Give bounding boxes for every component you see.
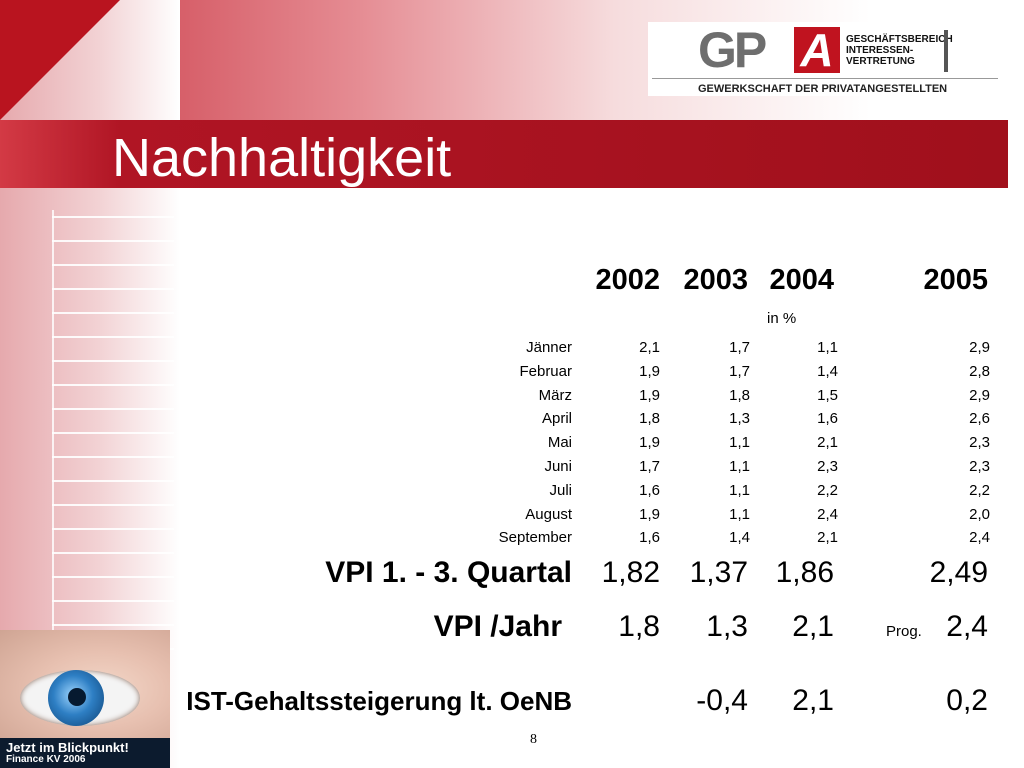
table-cell: 2,3 [817, 458, 838, 475]
month-label: Mai [547, 434, 572, 452]
logo-division-text: GESCHÄFTSBEREICH INTERESSEN- VERTRETUNG [846, 34, 953, 67]
table-cell: 2,3 [969, 434, 990, 452]
table-cell: 2,3 [969, 458, 990, 475]
table-cell: 1,3 [729, 410, 750, 428]
caption-line2: Finance KV 2006 [6, 754, 86, 765]
year-header-2003: 2003 [683, 264, 748, 296]
prognosis-label: Prog. [886, 623, 922, 640]
eye-graphic [0, 630, 170, 738]
table-cell: 1,4 [729, 529, 750, 547]
table-cell: 2,2 [817, 481, 838, 499]
logo-line2: INTERESSEN- [846, 45, 914, 56]
decorative-grid [52, 210, 174, 650]
table-cell: 1,6 [817, 410, 838, 428]
table-cell: 2,1 [639, 339, 660, 356]
year-header-2005: 2005 [923, 264, 988, 296]
table-cell: 1,7 [729, 339, 750, 356]
table-cell: 1,5 [817, 386, 838, 404]
vpi-jahr-label: VPI /Jahr [433, 610, 562, 643]
logo-letters-gp: GP [698, 22, 767, 78]
table-cell: 1,1 [729, 481, 750, 499]
vpi-quartal-2004: 1,86 [775, 556, 834, 589]
table-cell: 1,7 [639, 458, 660, 475]
vpi-quartal-label: VPI 1. - 3. Quartal [325, 556, 572, 589]
logo-rule [652, 78, 998, 79]
table-cell: 1,9 [639, 434, 660, 452]
month-label: März [538, 386, 572, 404]
table-cell: 1,9 [639, 386, 660, 404]
logo-bar [944, 30, 948, 72]
vpi-jahr-2003: 1,3 [706, 610, 748, 643]
month-label: Juni [544, 458, 572, 475]
ist-label: IST-Gehaltssteigerung lt. OeNB [186, 686, 572, 716]
table-cell: 1,9 [639, 362, 660, 380]
eye-pupil [68, 688, 86, 706]
vpi-jahr-2004: 2,1 [792, 610, 834, 643]
month-label: September [498, 529, 572, 547]
logo-line3: VERTRETUNG [846, 56, 915, 67]
table-row: September 1,6 1,4 2,1 2,4 [380, 529, 992, 553]
table-cell: 2,1 [817, 434, 838, 452]
table-cell: 1,6 [639, 529, 660, 547]
caption-band [0, 738, 170, 768]
month-label: Jänner [526, 339, 572, 356]
table-cell: 1,6 [639, 481, 660, 499]
vpi-jahr-2005: 2,4 [946, 610, 988, 643]
table-cell: 1,1 [729, 458, 750, 475]
table-cell: 2,1 [817, 529, 838, 547]
corner-triangle [0, 0, 120, 120]
table-row: Mai 1,9 1,1 2,1 2,3 [380, 434, 992, 458]
table-cell: 2,2 [969, 481, 990, 499]
table-row: April 1,8 1,3 1,6 2,6 [380, 410, 992, 434]
table-cell: 1,1 [729, 505, 750, 523]
vpi-quartal-2002: 1,82 [601, 556, 660, 589]
year-header-2002: 2002 [595, 264, 660, 296]
table-row: Juni 1,7 1,1 2,3 2,3 [380, 458, 992, 482]
gpa-logo: GP A GESCHÄFTSBEREICH INTERESSEN- VERTRE… [648, 22, 998, 96]
table-cell: 1,8 [729, 386, 750, 404]
table-cell: 1,1 [729, 434, 750, 452]
table-cell: 1,1 [817, 339, 838, 356]
table-cell: 1,9 [639, 505, 660, 523]
table-row: Februar 1,9 1,7 1,4 2,8 [380, 363, 992, 387]
page-title: Nachhaltigkeit [112, 128, 452, 188]
month-label: April [541, 410, 572, 428]
ist-2004: 2,1 [792, 684, 834, 717]
vpi-quartal-2003: 1,37 [689, 556, 748, 589]
table-cell: 1,8 [639, 410, 660, 428]
ist-2003: -0,4 [696, 684, 748, 717]
table-row: März 1,9 1,8 1,5 2,9 [380, 387, 992, 411]
table-cell: 2,6 [969, 410, 990, 428]
table-cell: 2,0 [969, 505, 990, 523]
logo-line1: GESCHÄFTSBEREICH [846, 34, 953, 45]
caption-line1: Jetzt im Blickpunkt! [6, 740, 129, 755]
table-row: Juli 1,6 1,1 2,2 2,2 [380, 482, 992, 506]
table-cell: 2,4 [817, 505, 838, 523]
month-label: August [525, 505, 572, 523]
title-band [0, 120, 1008, 188]
table-cell: 2,9 [969, 386, 990, 404]
logo-subline: GEWERKSCHAFT DER PRIVATANGESTELLTEN [698, 83, 948, 95]
year-header-2004: 2004 [769, 264, 834, 296]
month-label: Juli [549, 481, 572, 499]
page-number: 8 [530, 732, 537, 747]
vpi-quartal-2005: 2,49 [929, 556, 988, 589]
ist-2005: 0,2 [946, 684, 988, 717]
unit-label: in % [767, 310, 797, 327]
table-cell: 1,7 [729, 362, 750, 380]
table-cell: 2,4 [969, 529, 990, 547]
table-row: Jänner 2,1 1,7 1,1 2,9 [380, 339, 992, 363]
vpi-jahr-2002: 1,8 [618, 610, 660, 643]
logo-letter-a: A [794, 27, 840, 73]
table-cell: 2,8 [969, 362, 990, 380]
table-row: August 1,9 1,1 2,4 2,0 [380, 506, 992, 530]
table-cell: 2,9 [969, 339, 990, 356]
month-label: Februar [519, 362, 572, 380]
table-cell: 1,4 [817, 362, 838, 380]
